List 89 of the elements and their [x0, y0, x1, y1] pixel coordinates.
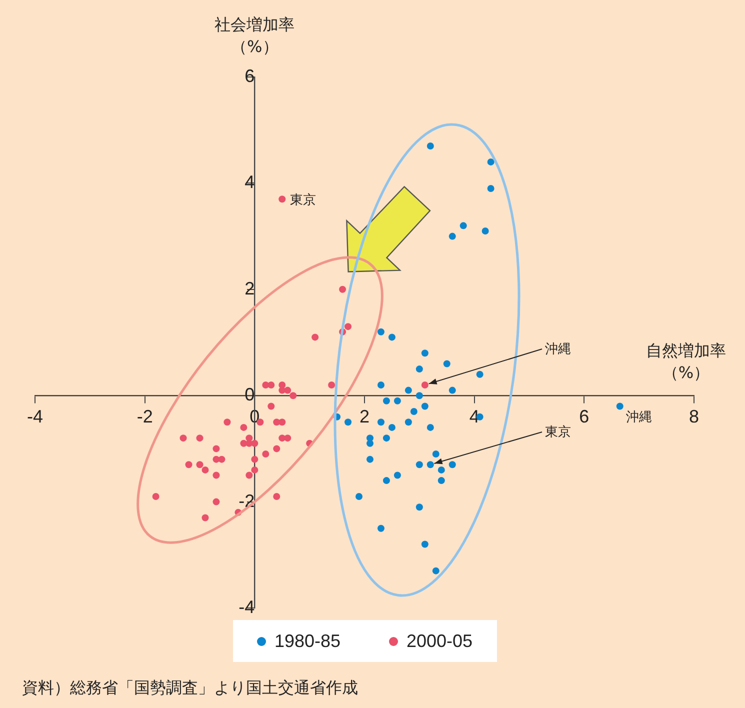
point [268, 381, 275, 388]
text: 資料）総務省「国勢調査」より国土交通省作成 [22, 678, 358, 699]
point [356, 492, 363, 500]
point [268, 402, 275, 410]
point [421, 381, 428, 388]
point [410, 408, 418, 416]
point [382, 477, 390, 484]
point [487, 158, 494, 166]
point [448, 386, 456, 394]
point [394, 397, 401, 404]
point [377, 524, 384, 532]
point [278, 196, 286, 203]
point [448, 232, 456, 240]
point [152, 492, 160, 500]
point [476, 370, 484, 378]
point [438, 466, 445, 474]
point [616, 402, 624, 410]
x-tick-label: -2 [136, 406, 153, 426]
point [388, 424, 396, 431]
point [212, 445, 220, 452]
point [202, 466, 209, 474]
x-tick-label: 8 [688, 406, 700, 426]
point [432, 567, 440, 574]
point [421, 540, 428, 548]
y-axis-title: 社会増加率（%） [214, 14, 296, 58]
point [344, 323, 352, 330]
point [421, 402, 428, 410]
point [246, 472, 253, 479]
point [262, 450, 270, 458]
point [251, 456, 258, 463]
annotation: 沖縄 [626, 409, 652, 426]
point [482, 227, 489, 234]
point [202, 514, 209, 522]
x-tick-label: -4 [26, 406, 44, 426]
point [278, 418, 286, 426]
point [416, 366, 423, 373]
point [240, 424, 248, 431]
point [377, 418, 384, 426]
point [196, 434, 204, 442]
y-tick-label: -4 [238, 596, 255, 617]
point [443, 360, 450, 368]
point [196, 461, 204, 468]
point [180, 434, 187, 442]
legend-label: 1980-85 [273, 630, 341, 652]
point [448, 461, 456, 468]
point [284, 386, 292, 394]
point [251, 440, 258, 447]
point [416, 392, 423, 400]
point [251, 466, 258, 474]
x-axis-title: 自然増加率（%） [645, 340, 727, 384]
point [312, 334, 319, 341]
point [416, 461, 423, 468]
point [377, 381, 384, 388]
point [404, 418, 412, 426]
point [421, 350, 428, 357]
point [224, 418, 231, 426]
point [185, 461, 192, 468]
point [438, 477, 445, 484]
point [284, 434, 292, 442]
point [212, 472, 220, 479]
point [426, 424, 434, 431]
annotation: 沖縄 [545, 341, 571, 358]
point [426, 461, 434, 468]
point [290, 392, 297, 400]
point [416, 504, 423, 511]
point [339, 286, 346, 293]
point [366, 440, 374, 447]
point [404, 386, 412, 394]
annotation: 東京 [290, 192, 316, 210]
point [388, 334, 396, 341]
point [344, 418, 352, 426]
point [382, 434, 390, 442]
annotation: 東京 [545, 424, 571, 441]
point [394, 472, 401, 479]
point [432, 450, 440, 458]
point [366, 456, 374, 463]
point [212, 498, 220, 506]
point [273, 445, 280, 452]
point [460, 222, 467, 230]
point [218, 456, 226, 463]
x-tick-label: 6 [579, 406, 590, 426]
point [273, 492, 280, 500]
point [487, 185, 494, 192]
legend-label: 2000-05 [405, 630, 473, 652]
point [382, 397, 390, 404]
point [377, 328, 384, 336]
point [328, 381, 336, 388]
x-tick-label: 2 [359, 406, 370, 426]
point [426, 142, 434, 150]
